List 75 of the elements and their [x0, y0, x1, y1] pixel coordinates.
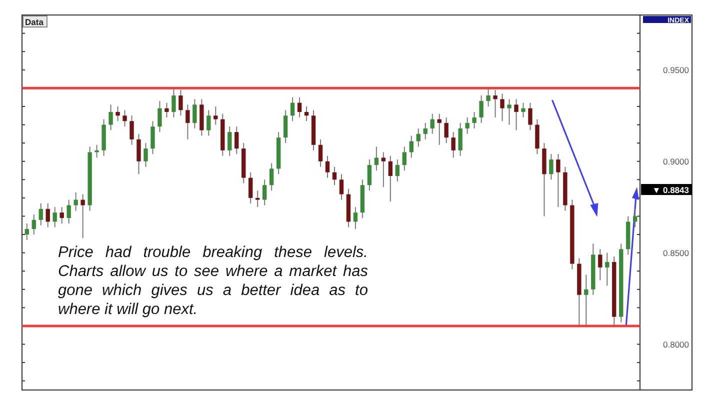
candlestick	[46, 202, 50, 228]
candlestick	[206, 110, 211, 136]
candlestick	[269, 162, 274, 192]
candlestick	[80, 194, 85, 239]
candlestick	[178, 90, 183, 116]
annotation: Price had trouble breaking these levels. Charts allow us to see where a market has gone which gives us a better idea as to where it will go next.	[58, 243, 368, 319]
candlestick	[549, 154, 554, 180]
candlestick	[228, 126, 232, 156]
y-tick-label: 0.8500	[663, 248, 690, 258]
text: ▼ 0.8843	[652, 185, 690, 195]
candlestick	[388, 155, 393, 202]
candlestick	[248, 172, 253, 204]
candlestick	[584, 274, 588, 326]
candlestick	[283, 110, 288, 144]
candlestick	[318, 138, 323, 168]
candlestick	[136, 133, 141, 175]
candlestick	[116, 106, 120, 122]
candlestick	[430, 113, 434, 134]
candlestick	[528, 102, 532, 131]
candlestick	[32, 214, 36, 236]
candlestick	[416, 128, 420, 148]
candlestick	[150, 120, 155, 155]
candlestick	[514, 98, 518, 131]
candlestick	[507, 98, 512, 126]
candlestick	[374, 146, 379, 171]
candlestick	[304, 106, 309, 122]
candlestick	[52, 206, 57, 228]
candlestick	[186, 104, 190, 140]
candlestick	[493, 90, 498, 118]
candlestick	[297, 96, 302, 118]
candlestick	[144, 142, 148, 168]
candlestick	[556, 154, 560, 208]
candlestick	[472, 111, 476, 129]
candlestick	[465, 116, 470, 134]
candlestick	[339, 174, 344, 200]
y-tick-label: 0.9000	[663, 156, 690, 166]
candlestick	[500, 93, 504, 122]
candlestick	[122, 110, 127, 128]
candlestick	[521, 102, 526, 118]
candlestick	[256, 190, 260, 208]
candlestick	[192, 98, 197, 129]
candlestick	[381, 152, 386, 188]
candlestick	[367, 159, 372, 192]
candlestick	[402, 146, 407, 171]
candlestick	[234, 126, 239, 155]
candlestick	[66, 199, 71, 224]
candlestick	[290, 96, 295, 122]
candlestick	[164, 102, 169, 118]
candlestick	[353, 206, 358, 230]
candlestick	[108, 104, 113, 131]
candlestick	[458, 122, 462, 156]
candlestick	[444, 116, 448, 144]
candlestick	[74, 192, 78, 212]
candlestick	[598, 248, 602, 281]
candlestick	[535, 118, 540, 155]
candlestick	[332, 166, 337, 186]
candlestick	[423, 122, 428, 140]
candlestick	[262, 179, 267, 206]
candlestick	[158, 100, 162, 133]
candlestick	[172, 88, 176, 118]
candlestick	[479, 94, 484, 124]
y-tick-label: 0.8000	[663, 339, 690, 350]
y-tick-label: 0.9500	[663, 64, 690, 75]
candlestick	[451, 132, 456, 158]
candlestick	[486, 88, 490, 107]
candlestick	[605, 252, 610, 286]
candlestick	[38, 202, 43, 226]
candlestick	[130, 115, 134, 146]
candlestick	[60, 206, 64, 224]
candlestick	[214, 106, 218, 126]
candlestick	[409, 135, 414, 158]
candlestick	[437, 113, 442, 146]
candlestick	[395, 159, 400, 182]
annotation: Data	[25, 17, 44, 27]
candlestick	[325, 155, 330, 178]
